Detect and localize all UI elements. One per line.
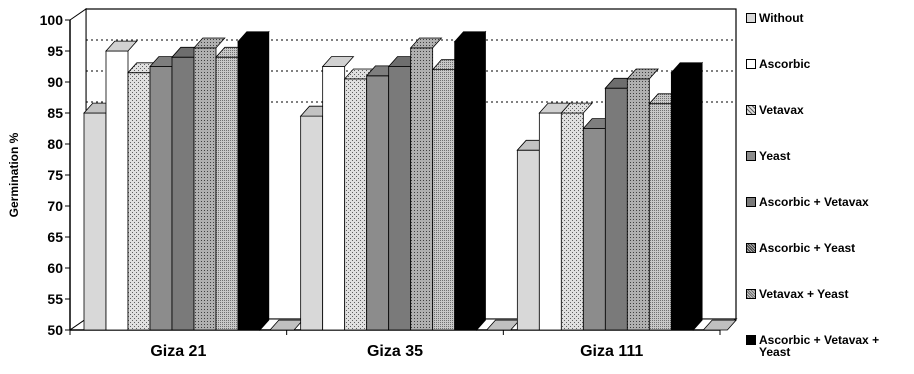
bar: [410, 47, 434, 331]
bar: [366, 75, 390, 331]
bar: [215, 56, 239, 331]
y-axis-title: Germination %: [7, 132, 21, 217]
legend-label: Vetavax: [759, 103, 804, 117]
bar: [127, 72, 151, 331]
y-tick-label: 85: [47, 105, 63, 121]
bar-top: [193, 37, 226, 49]
bar-top: [105, 40, 138, 52]
legend-item: Ascorbic + Yeast: [746, 242, 909, 254]
bar: [344, 78, 368, 331]
y-tick-label: 80: [47, 136, 63, 152]
y-tick-label: 75: [47, 167, 63, 183]
bar: [626, 78, 650, 331]
bar: [237, 41, 261, 331]
bar: [604, 87, 628, 331]
bar: [388, 66, 412, 331]
y-tick-label: 50: [47, 322, 63, 338]
legend-swatch: [746, 105, 756, 115]
x-tick-label: Giza 35: [367, 343, 423, 360]
bar: [648, 103, 672, 331]
legend-swatch: [746, 335, 756, 345]
legend-swatch: [746, 151, 756, 161]
y-tick-label: 95: [47, 43, 63, 59]
y-tick-label: 90: [47, 74, 63, 90]
bar-side: [259, 30, 270, 332]
legend-label: Ascorbic + Vetavax + Yeast: [759, 333, 880, 359]
bar: [560, 112, 584, 331]
y-tick-label: 55: [47, 291, 63, 307]
bar: [322, 66, 346, 331]
bar-side: [476, 30, 486, 332]
bar: [538, 112, 562, 331]
legend-item: Ascorbic + Vetavax: [746, 196, 909, 208]
legend-label: Ascorbic + Vetavax: [759, 195, 869, 209]
bar: [582, 128, 606, 331]
y-tick-label: 70: [47, 198, 63, 214]
bar: [105, 50, 129, 331]
bar: [193, 47, 217, 331]
bar-top: [560, 102, 594, 114]
legend-item: Yeast: [746, 150, 909, 162]
chart-legend: Without Ascorbic Vetavax Yeast Ascorbic + Ve…: [746, 0, 914, 374]
legend-label: Yeast: [759, 149, 791, 163]
legend-item: Without: [746, 12, 909, 24]
bar: [171, 56, 195, 331]
legend-swatch: [746, 197, 756, 207]
y-tick-label: 65: [47, 229, 63, 245]
legend-label: Without: [759, 11, 804, 25]
legend-label: Vetavax + Yeast: [759, 287, 849, 301]
bar: [83, 112, 107, 331]
legend-swatch: [746, 13, 756, 23]
plot-side-wall: [69, 8, 87, 331]
bar: [432, 69, 456, 331]
bar: [149, 66, 173, 331]
floor-stub: [702, 319, 738, 331]
legend-item: Ascorbic + Vetavax + Yeast: [746, 334, 909, 358]
y-tick-label: 60: [47, 260, 63, 276]
legend-swatch: [746, 243, 756, 253]
legend-label: Ascorbic: [759, 57, 811, 71]
x-tick-label: Giza 21: [150, 343, 206, 360]
legend-label: Ascorbic + Yeast: [759, 241, 856, 255]
x-tick-label: Giza 111: [580, 343, 643, 360]
bar-top: [409, 37, 443, 49]
legend-item: Vetavax + Yeast: [746, 288, 909, 300]
y-tick-label: 100: [40, 12, 64, 28]
bar: [670, 72, 694, 331]
bar-chart: 50 55 60 65 70 75 80 85 90 95 100 Germination % Giza…: [7, 8, 738, 360]
bar-top: [321, 56, 355, 67]
legend-item: Ascorbic: [746, 58, 909, 70]
bar: [516, 149, 540, 331]
bar: [300, 115, 324, 331]
legend-swatch: [746, 289, 756, 299]
bar-side: [692, 61, 703, 332]
bar-top: [626, 68, 660, 80]
legend-swatch: [746, 59, 756, 69]
legend-item: Vetavax: [746, 104, 909, 116]
bar: [454, 41, 478, 331]
